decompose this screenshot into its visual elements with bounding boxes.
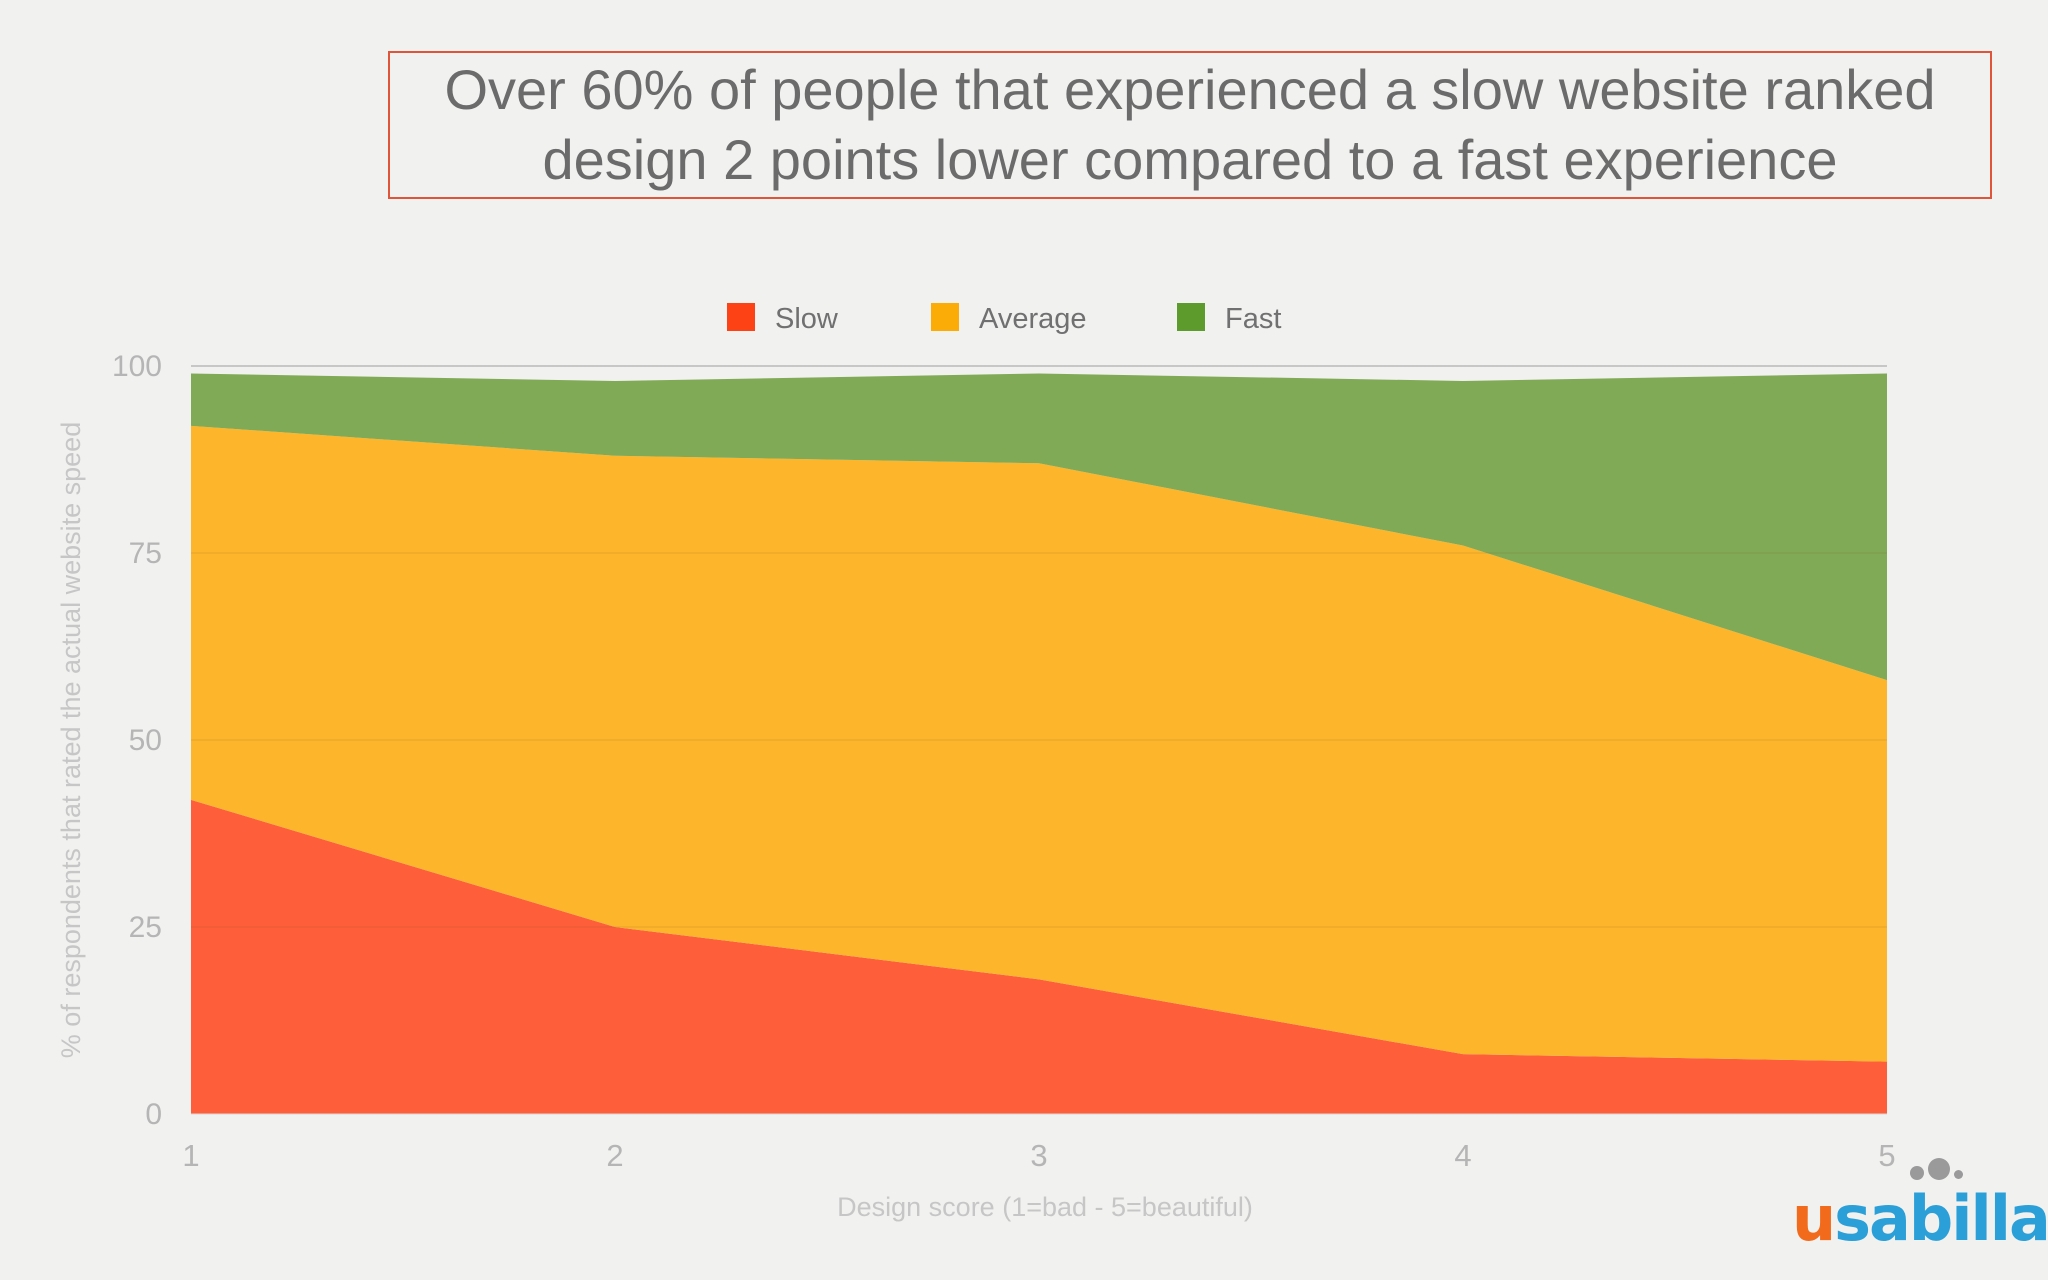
y-tick-label-100: 100 bbox=[112, 350, 162, 383]
legend-swatch-slow bbox=[727, 303, 755, 331]
legend-label-fast: Fast bbox=[1225, 303, 1281, 335]
data-point-fast-3 bbox=[1038, 372, 1041, 375]
data-point-fast-5 bbox=[1886, 372, 1889, 375]
x-tick-label-3: 3 bbox=[1030, 1138, 1047, 1173]
legend-label-average: Average bbox=[979, 303, 1087, 335]
legend-swatch-average bbox=[931, 303, 959, 331]
x-tick-label-2: 2 bbox=[606, 1138, 623, 1173]
logo-dot-small bbox=[1910, 1166, 1924, 1180]
y-tick-label-50: 50 bbox=[129, 724, 162, 757]
logo-dot-large bbox=[1928, 1158, 1950, 1180]
y-tick-label-75: 75 bbox=[129, 537, 162, 570]
data-point-fast-4 bbox=[1462, 379, 1465, 382]
area-series-fast bbox=[191, 373, 1887, 681]
logo-wordmark: usabilla bbox=[1792, 1182, 2048, 1255]
x-tick-label-1: 1 bbox=[182, 1138, 199, 1173]
chart-title: Over 60% of people that experienced a sl… bbox=[388, 51, 1992, 199]
logo-letter-u: u bbox=[1792, 1182, 1836, 1255]
data-point-fast-2 bbox=[614, 379, 617, 382]
x-axis-label: Design score (1=bad - 5=beautiful) bbox=[837, 1192, 1253, 1222]
area-series-slow bbox=[191, 799, 1887, 1114]
x-tick-label-5: 5 bbox=[1878, 1138, 1895, 1173]
legend: Slow Average Fast bbox=[727, 303, 1281, 335]
data-point-fast-1 bbox=[190, 372, 193, 375]
legend-swatch-fast bbox=[1177, 303, 1205, 331]
legend-label-slow: Slow bbox=[775, 303, 839, 335]
y-tick-label-0: 0 bbox=[145, 1098, 162, 1131]
logo-dot-tiny bbox=[1954, 1170, 1963, 1179]
y-axis-label: % of respondents that rated the actual w… bbox=[56, 422, 86, 1058]
usabilla-logo: usabilla bbox=[1788, 1148, 2048, 1258]
y-tick-label-25: 25 bbox=[129, 911, 162, 944]
x-tick-label-4: 4 bbox=[1454, 1138, 1471, 1173]
area-series-average bbox=[191, 425, 1887, 1062]
chart-title-line-2: design 2 points lower compared to a fast… bbox=[542, 128, 1838, 191]
logo-letters: sabilla bbox=[1834, 1182, 2048, 1255]
chart-title-line-1: Over 60% of people that experienced a sl… bbox=[444, 58, 1936, 121]
